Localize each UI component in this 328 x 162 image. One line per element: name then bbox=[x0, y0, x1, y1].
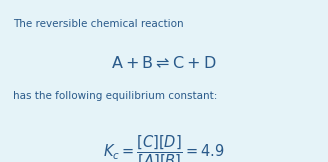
Text: The reversible chemical reaction: The reversible chemical reaction bbox=[13, 19, 184, 29]
Text: $\mathrm{A+B} \rightleftharpoons \mathrm{C+D}$: $\mathrm{A+B} \rightleftharpoons \mathrm… bbox=[111, 55, 217, 71]
Text: $K_c = \dfrac{[C][D]}{[A][B]} = 4.9$: $K_c = \dfrac{[C][D]}{[A][B]} = 4.9$ bbox=[103, 133, 225, 162]
Text: has the following equilibrium constant:: has the following equilibrium constant: bbox=[13, 91, 217, 101]
